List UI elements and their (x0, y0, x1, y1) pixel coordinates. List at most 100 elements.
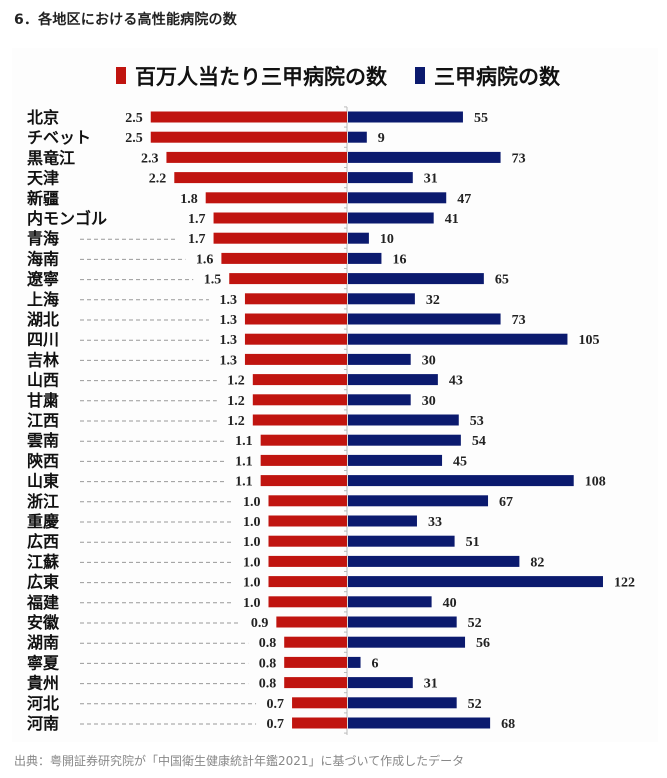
value-label-per-million: 1.3 (219, 313, 237, 328)
category-label: 河南 (27, 714, 59, 733)
chart-row: 青海 1.7 10 (27, 229, 394, 248)
value-label-per-million: 1.1 (235, 454, 253, 469)
value-label-per-million: 1.3 (219, 353, 237, 368)
chart-row: 安徽 0.9 52 (27, 613, 482, 632)
value-label-count: 6 (372, 656, 379, 671)
chart-row: 福建 1.0 40 (26, 593, 457, 612)
bar-per-million (268, 515, 347, 527)
bar-per-million (244, 293, 347, 305)
section-heading: 6．各地区における高性能病院の数 (14, 12, 237, 28)
value-label-count: 68 (501, 717, 515, 732)
value-label-count: 31 (424, 677, 438, 692)
bar-count (348, 394, 411, 406)
bar-per-million (284, 636, 347, 648)
value-label-count: 55 (474, 111, 488, 126)
value-label-per-million: 1.1 (235, 475, 253, 490)
chart-row: 遼寧 1.5 65 (27, 270, 509, 289)
category-label: 天津 (27, 169, 59, 188)
value-label-per-million: 1.3 (219, 333, 237, 348)
bar-count (348, 677, 413, 689)
bar-count (348, 131, 367, 143)
bar-count (348, 434, 461, 446)
bar-count (348, 313, 501, 325)
bar-per-million (268, 535, 347, 547)
chart-row: 四川 1.3 105 (27, 330, 599, 349)
bar-count (348, 475, 574, 487)
category-label: 江西 (27, 411, 59, 430)
bar-count (348, 151, 501, 163)
bar-per-million (205, 192, 347, 204)
category-label: 青海 (27, 229, 59, 248)
chart-row: 黒竜江 2.3 73 (27, 148, 526, 167)
category-label: 雲南 (27, 431, 59, 450)
bar-count (348, 697, 457, 709)
category-label: 吉林 (27, 350, 59, 369)
value-label-count: 52 (468, 616, 482, 631)
bar-per-million (284, 677, 347, 689)
category-label: 広西 (27, 532, 59, 551)
chart-row: 山東 1.1 108 (27, 472, 606, 491)
value-label-per-million: 0.9 (251, 616, 269, 631)
bar-count (348, 495, 489, 507)
bar-per-million (150, 131, 347, 143)
bar-per-million (166, 151, 347, 163)
bar-count (348, 212, 434, 224)
value-label-per-million: 2.2 (149, 172, 167, 187)
value-label-count: 10 (380, 232, 394, 247)
value-label-count: 45 (453, 454, 467, 469)
bar-per-million (292, 717, 347, 729)
value-label-per-million: 1.2 (227, 414, 245, 429)
category-label: 山西 (27, 371, 59, 390)
category-label: 安徽 (27, 613, 60, 632)
legend: 百万人当たり三甲病院の数 三甲病院の数 (116, 65, 561, 89)
bar-count (348, 414, 459, 426)
chart-row: 江蘇 1.0 82 (27, 552, 544, 571)
value-label-per-million: 0.7 (267, 697, 285, 712)
bar-count (348, 535, 455, 547)
value-label-count: 31 (424, 172, 438, 187)
value-label-per-million: 2.5 (125, 131, 143, 146)
bar-per-million (252, 394, 347, 406)
bar-count (348, 232, 369, 244)
chart-row: 上海 1.3 32 (27, 290, 440, 309)
category-label: 黒竜江 (27, 148, 75, 167)
bar-per-million (284, 656, 347, 668)
category-label: 新疆 (27, 189, 59, 208)
bar-per-million (276, 616, 347, 628)
value-label-count: 56 (476, 636, 490, 651)
legend-label-count: 三甲病院の数 (434, 65, 561, 89)
value-label-count: 54 (472, 434, 486, 449)
value-label-count: 41 (445, 212, 459, 227)
legend-swatch-count (415, 67, 425, 84)
category-label: 福建 (26, 593, 59, 612)
value-label-count: 105 (578, 333, 599, 348)
chart-row: 北京 2.5 55 (27, 108, 488, 127)
value-label-per-million: 1.2 (227, 374, 245, 389)
value-label-per-million: 1.0 (243, 596, 261, 611)
value-label-per-million: 1.0 (243, 515, 261, 530)
bar-count (348, 717, 491, 729)
category-label: 陝西 (27, 451, 59, 470)
bar-per-million (252, 414, 347, 426)
value-label-count: 9 (378, 131, 385, 146)
value-label-per-million: 1.0 (243, 576, 261, 591)
category-label: 海南 (27, 249, 59, 268)
value-label-per-million: 1.0 (243, 555, 261, 570)
source-note: 出典：粤開証券研究院が「中国衛生健康統計年鑑2021」に基づいて作成したデータ (14, 754, 465, 768)
category-label: 山東 (27, 472, 59, 491)
value-label-per-million: 2.5 (125, 111, 143, 126)
chart-row: 山西 1.2 43 (27, 371, 463, 390)
bar-count (348, 515, 417, 527)
value-label-per-million: 1.0 (243, 495, 261, 510)
bar-count (348, 454, 443, 466)
category-label: 湖南 (27, 633, 59, 652)
legend-label-per-million: 百万人当たり三甲病院の数 (135, 65, 388, 89)
value-label-count: 32 (426, 293, 440, 308)
bar-per-million (244, 313, 347, 325)
value-label-count: 47 (457, 192, 471, 207)
value-label-per-million: 0.8 (259, 636, 277, 651)
bar-per-million (268, 576, 347, 588)
bar-per-million (174, 172, 347, 184)
value-label-per-million: 0.7 (267, 717, 285, 732)
value-label-count: 30 (422, 394, 436, 409)
